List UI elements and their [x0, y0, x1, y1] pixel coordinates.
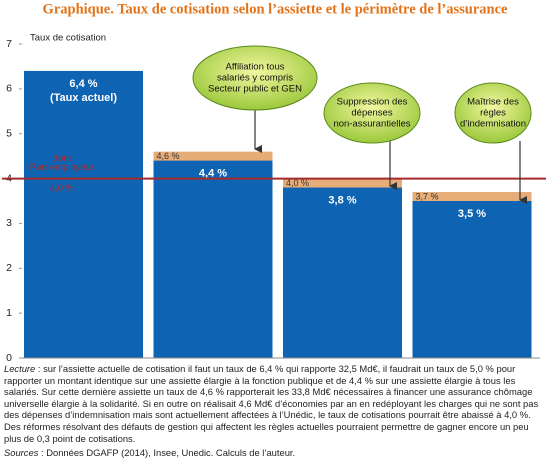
y-tick-label: 5 — [6, 127, 12, 139]
chart: Graphique. Taux de cotisation selon l’as… — [2, 1, 546, 364]
bar — [412, 201, 532, 358]
callout-bubble — [192, 45, 318, 111]
value-label: 4,6 % — [157, 151, 180, 161]
value-label: 3,8 % — [328, 194, 356, 206]
y-tick-label: 3 — [6, 217, 12, 229]
reference-value-label: 4,0 % — [50, 183, 75, 194]
bar-note: (Taux actuel) — [50, 92, 117, 104]
sources-label: Sources — [4, 447, 39, 459]
value-label: 3,5 % — [458, 208, 486, 220]
callout-text: salariés y compris — [217, 73, 293, 84]
y-tick-label: 6 — [6, 83, 12, 95]
callout-text: Affiliation tous — [226, 62, 285, 73]
callout-text: dépenses — [351, 108, 392, 119]
lecture-label: Lecture — [4, 363, 36, 374]
bar — [283, 187, 402, 358]
reference-label: dont — [53, 153, 72, 164]
callout-text: Maîtrise des — [467, 97, 519, 108]
callout-text: Suppression des — [337, 97, 408, 108]
value-label: 4,4 % — [199, 168, 227, 180]
y-tick-label: 2 — [6, 262, 12, 274]
callout-bubble — [454, 82, 532, 144]
y-tick-label: 0 — [6, 352, 12, 362]
callout-text: Secteur public et GEN — [208, 84, 302, 95]
y-tick-label: 1 — [6, 307, 12, 319]
lecture: Lecture : sur l’assiette actuelle de cot… — [4, 363, 546, 444]
chart-title: Graphique. Taux de cotisation selon l’as… — [43, 1, 508, 17]
value-label: 3,7 % — [416, 191, 439, 201]
callout-text: d’indemnisation — [460, 119, 526, 130]
value-label: 6,4 % — [69, 78, 97, 90]
callout-bubble — [323, 82, 421, 144]
sources-text: : Données DGAFP (2014), Insee, Unedic. C… — [38, 447, 296, 459]
lecture-text: : sur l’assiette actuelle de cotisation … — [4, 363, 539, 444]
bar — [153, 160, 273, 358]
reference-label: Part employeur — [30, 162, 94, 173]
callout-text: règles — [480, 108, 506, 119]
bar — [24, 70, 143, 359]
y-axis-label: Taux de cotisation — [30, 33, 106, 44]
callout-text: non-assurantielles — [333, 119, 410, 130]
sources: Sources : Données DGAFP (2014), Insee, U… — [4, 447, 546, 459]
footnote: Lecture : sur l’assiette actuelle de cot… — [4, 363, 546, 462]
y-tick-label: 7 — [6, 38, 12, 50]
value-label: 4,0 % — [286, 178, 309, 188]
